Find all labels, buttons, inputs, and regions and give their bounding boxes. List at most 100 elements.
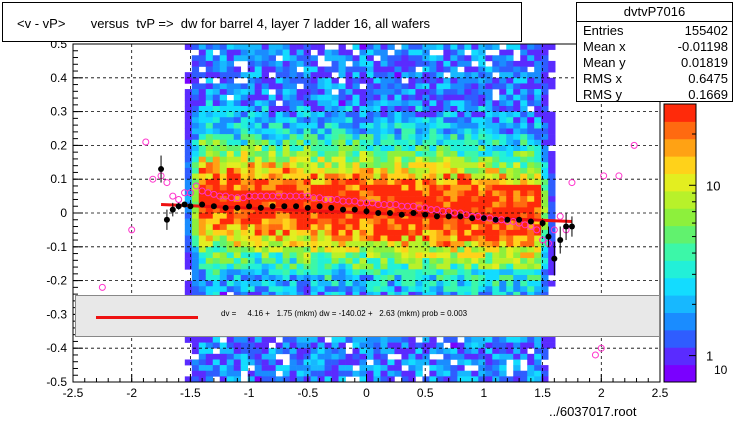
- heatmap-cell: [450, 269, 458, 276]
- heatmap-cell: [191, 190, 200, 197]
- heatmap-cell: [527, 269, 535, 276]
- heatmap-cell: [387, 235, 395, 242]
- x-tick-label: 2.5: [652, 386, 669, 400]
- heatmap-cell: [485, 348, 493, 355]
- heatmap-cell: [310, 196, 318, 203]
- profile-black-point: [433, 213, 440, 220]
- heatmap-cell: [324, 291, 332, 298]
- heatmap-cell: [261, 173, 269, 180]
- heatmap-cell: [422, 162, 430, 169]
- heatmap-cell: [324, 89, 332, 95]
- heatmap-cell: [380, 213, 388, 219]
- heatmap-cell: [394, 60, 402, 67]
- heatmap-cell: [492, 139, 500, 146]
- heatmap-cell: [443, 77, 451, 84]
- heatmap-cell: [345, 77, 353, 84]
- heatmap-cell: [338, 60, 346, 67]
- heatmap-cell: [310, 117, 318, 124]
- heatmap-cell: [338, 94, 346, 101]
- heatmap-cell: [485, 258, 493, 264]
- heatmap-cell: [408, 44, 416, 50]
- heatmap-cell: [233, 241, 242, 248]
- heatmap-cell: [317, 258, 325, 264]
- heatmap-cell: [499, 348, 507, 355]
- heatmap-cell: [191, 207, 200, 214]
- heatmap-cell: [366, 280, 374, 287]
- heatmap-cell: [296, 218, 304, 225]
- heatmap-cell: [548, 173, 556, 180]
- heatmap-cell: [394, 72, 402, 79]
- heatmap-cell: [394, 184, 402, 191]
- heatmap-cell: [380, 151, 388, 157]
- heatmap-cell: [296, 241, 304, 248]
- heatmap-cell: [282, 100, 290, 107]
- heatmap-cell: [310, 184, 318, 191]
- heatmap-cell: [359, 89, 367, 95]
- heatmap-cell: [352, 201, 360, 208]
- heatmap-cell: [429, 274, 437, 281]
- heatmap-cell: [345, 83, 353, 90]
- heatmap-cell: [548, 342, 556, 349]
- heatmap-cell: [282, 83, 290, 90]
- heatmap-cell: [527, 252, 535, 259]
- heatmap-cell: [401, 100, 409, 107]
- colorbar-label: 1: [706, 349, 713, 364]
- heatmap-cell: [191, 370, 200, 377]
- heatmap-cell: [240, 89, 248, 95]
- heatmap-cell: [226, 274, 235, 281]
- heatmap-cell: [359, 60, 367, 67]
- heatmap-cell: [401, 83, 409, 90]
- heatmap-cell: [541, 151, 549, 157]
- heatmap-cell: [387, 263, 395, 270]
- heatmap-cell: [205, 167, 214, 174]
- heatmap-cell: [366, 44, 374, 50]
- heatmap-cell: [457, 105, 465, 112]
- heatmap-cell: [233, 100, 242, 107]
- heatmap-cell: [296, 44, 304, 50]
- heatmap-cell: [415, 173, 423, 180]
- heatmap-cell: [520, 145, 528, 152]
- heatmap-cell: [534, 246, 542, 253]
- heatmap-cell: [352, 190, 360, 197]
- heatmap-cell: [506, 122, 514, 129]
- heatmap-cell: [247, 218, 255, 225]
- heatmap-cell: [450, 224, 458, 231]
- heatmap-cell: [541, 117, 549, 124]
- heatmap-cell: [324, 370, 332, 377]
- heatmap-cell: [205, 269, 214, 276]
- heatmap-cell: [541, 274, 549, 281]
- heatmap-cell: [233, 173, 242, 180]
- heatmap-cell: [387, 246, 395, 253]
- heatmap-cell: [492, 105, 500, 112]
- heatmap-cell: [415, 72, 423, 79]
- colorbar-segment: [664, 329, 696, 348]
- heatmap-cell: [226, 269, 235, 276]
- heatmap-cell: [324, 145, 332, 152]
- heatmap-cell: [198, 252, 207, 259]
- heatmap-cell: [429, 370, 437, 377]
- heatmap-cell: [485, 89, 493, 95]
- heatmap-cell: [247, 252, 255, 259]
- heatmap-cell: [436, 291, 444, 298]
- heatmap-cell: [380, 66, 388, 73]
- heatmap-cell: [205, 291, 214, 298]
- heatmap-cell: [282, 376, 290, 383]
- heatmap-cell: [352, 89, 360, 95]
- heatmap-cell: [184, 196, 193, 203]
- heatmap-cell: [513, 100, 521, 107]
- heatmap-cell: [191, 274, 200, 281]
- heatmap-cell: [247, 359, 255, 366]
- heatmap-cell: [492, 111, 500, 118]
- heatmap-cell: [261, 241, 269, 248]
- heatmap-cell: [457, 241, 465, 248]
- heatmap-cell: [464, 128, 472, 135]
- heatmap-cell: [233, 353, 242, 360]
- heatmap-cell: [198, 359, 207, 366]
- heatmap-cell: [282, 263, 290, 270]
- heatmap-cell: [492, 280, 500, 287]
- heatmap-cell: [247, 235, 255, 242]
- heatmap-cell: [240, 83, 248, 90]
- heatmap-cell: [226, 184, 235, 191]
- heatmap-cell: [352, 145, 360, 152]
- heatmap-cell: [394, 55, 402, 62]
